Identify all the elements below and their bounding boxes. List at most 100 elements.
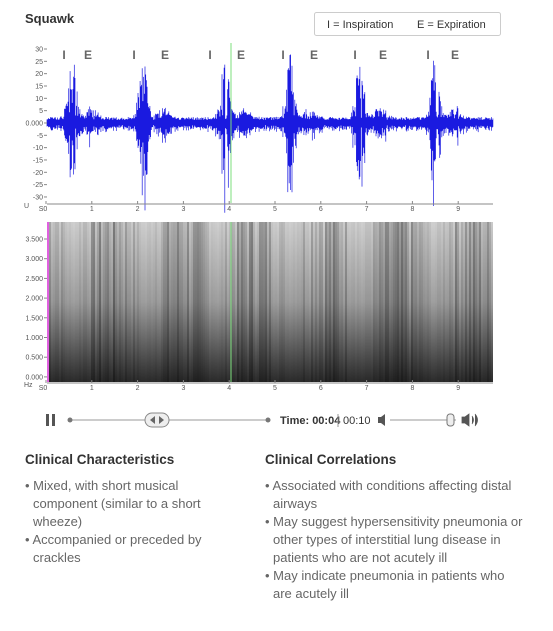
spectrogram-column xyxy=(219,222,221,382)
spectrogram-column xyxy=(455,222,457,382)
correlations: Clinical Correlations Associated with co… xyxy=(265,452,525,603)
spectrogram-column xyxy=(125,222,127,382)
x-tick-label: 6 xyxy=(319,385,323,392)
spectrogram-column xyxy=(319,222,321,382)
pause-button[interactable] xyxy=(46,414,55,426)
spectrogram-column xyxy=(461,222,463,382)
spectrogram-column xyxy=(339,222,341,382)
time-total: 00:10 xyxy=(343,415,371,427)
y-tick-label: 25 xyxy=(35,59,43,66)
spectrogram-column xyxy=(357,222,359,382)
spectrogram-column xyxy=(395,222,397,382)
spectrogram-column xyxy=(105,222,107,382)
spectrogram-column xyxy=(257,222,259,382)
spectrogram-column xyxy=(363,222,365,382)
volume-icon[interactable] xyxy=(461,413,478,427)
spectrogram-edge xyxy=(47,222,49,382)
spectrogram-column xyxy=(347,222,349,382)
spectrogram-column xyxy=(487,222,489,382)
spectrogram-column xyxy=(329,222,331,382)
phase-marker: E xyxy=(310,48,318,62)
spectrogram-column xyxy=(163,222,165,382)
spectrogram-column xyxy=(159,222,161,382)
phase-marker: E xyxy=(451,48,459,62)
spectrogram-column xyxy=(245,222,247,382)
spectrogram-column xyxy=(185,222,187,382)
spectrogram-column xyxy=(275,222,277,382)
spectrogram-column xyxy=(325,222,327,382)
phase-marker: E xyxy=(379,48,387,62)
x-tick-label: 1 xyxy=(90,385,94,392)
seek-knob[interactable] xyxy=(144,412,170,428)
spectrogram-column xyxy=(265,222,267,382)
spectrogram-column xyxy=(95,222,97,382)
spectrogram-column xyxy=(55,222,57,382)
spectrogram-column xyxy=(279,222,281,382)
spectrogram-column xyxy=(259,222,261,382)
spectrogram-column xyxy=(383,222,385,382)
spectrogram-column xyxy=(213,222,215,382)
spectrogram-column xyxy=(235,222,237,382)
spectrogram-area xyxy=(47,222,493,382)
spectrogram-column xyxy=(311,222,313,382)
spectrogram-column xyxy=(291,222,293,382)
spectrogram-column xyxy=(113,222,115,382)
phase-marker: E xyxy=(237,48,245,62)
spectrogram-column xyxy=(459,222,461,382)
spectrogram-column xyxy=(65,222,67,382)
spectrogram-column xyxy=(289,222,291,382)
legend-inspiration: I = Inspiration xyxy=(327,19,393,31)
title: Squawk xyxy=(25,11,75,26)
spectrogram-column xyxy=(177,222,179,382)
spectrogram-column xyxy=(85,222,87,382)
y-tick-label: -20 xyxy=(33,170,43,177)
spectrogram-column xyxy=(233,222,235,382)
spectrogram-column xyxy=(445,222,447,382)
spectrogram-column xyxy=(299,222,301,382)
y-tick-label: 20 xyxy=(35,71,43,78)
y-tick-label: 1.500 xyxy=(25,315,43,322)
legend-box xyxy=(314,12,501,36)
spectrogram-column xyxy=(61,222,63,382)
spectrogram-column xyxy=(371,222,373,382)
mute-icon[interactable] xyxy=(378,414,385,426)
spectrogram-column xyxy=(353,222,355,382)
spectrogram-column xyxy=(151,222,153,382)
spectrogram-column xyxy=(237,222,239,382)
x-tick-label: S0 xyxy=(39,385,48,392)
spectrogram-column xyxy=(263,222,265,382)
spectrogram-column xyxy=(483,222,485,382)
spectrogram-column xyxy=(335,222,337,382)
x-tick-label: 2 xyxy=(136,385,140,392)
spectrogram-column xyxy=(153,222,155,382)
spectrogram-column xyxy=(161,222,163,382)
heading: Clinical Correlations xyxy=(265,452,397,467)
spectrogram-column xyxy=(391,222,393,382)
list-item: May suggest hypersensitivity pneumonia o… xyxy=(265,513,525,567)
spectrogram-column xyxy=(229,222,231,382)
x-tick-label: S0 xyxy=(39,206,48,213)
x-tick-label: 1 xyxy=(90,206,94,213)
volume-knob[interactable] xyxy=(446,413,455,427)
y-tick-label: -25 xyxy=(33,182,43,189)
spectrogram-column xyxy=(51,222,53,382)
spectrogram-column xyxy=(431,222,433,382)
x-tick-label: 6 xyxy=(319,206,323,213)
spectrogram-column xyxy=(403,222,405,382)
y-tick-label: 0.500 xyxy=(25,355,43,362)
spectrogram-column xyxy=(221,222,223,382)
spectrogram-column xyxy=(223,222,225,382)
spectrogram-column xyxy=(477,222,479,382)
spectrogram-column xyxy=(377,222,379,382)
spectrogram-column xyxy=(53,222,55,382)
spectrogram-column xyxy=(407,222,409,382)
y-tick-label: 0.000 xyxy=(25,120,43,127)
spectrogram-column xyxy=(331,222,333,382)
spectrogram-column xyxy=(73,222,75,382)
spectrogram-column xyxy=(143,222,145,382)
spectrogram-column xyxy=(215,222,217,382)
spectrogram-column xyxy=(89,222,91,382)
spectrogram-column xyxy=(149,222,151,382)
spectrogram-column xyxy=(463,222,465,382)
spectrogram-column xyxy=(111,222,113,382)
